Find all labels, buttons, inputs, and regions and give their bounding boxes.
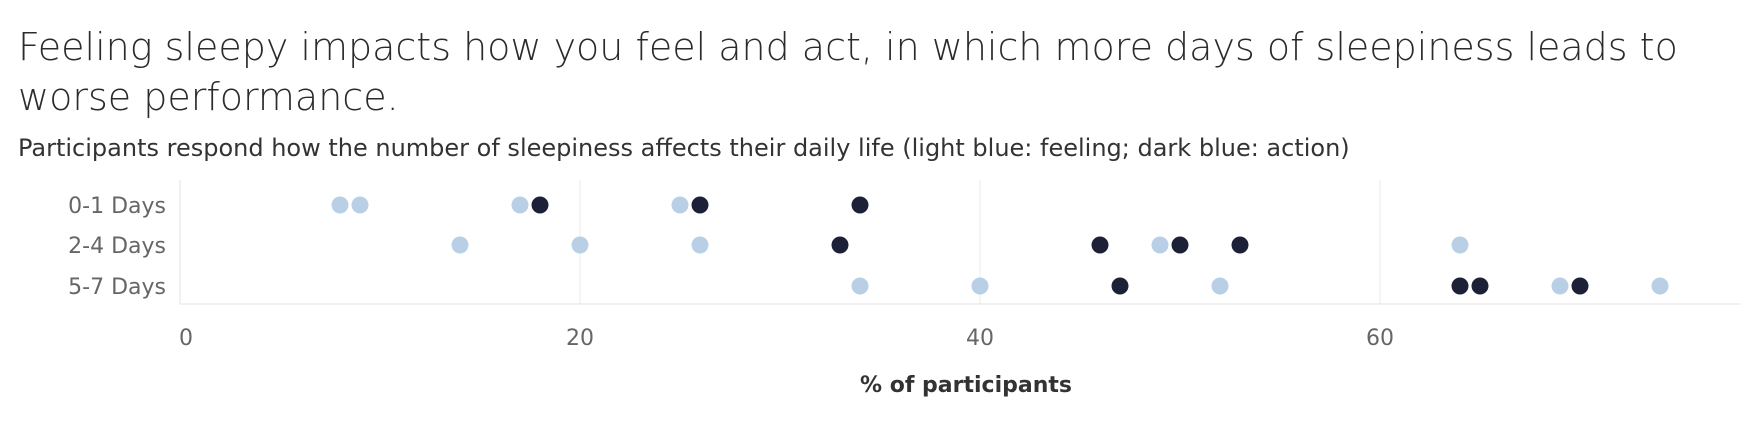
x-tick-label: 20 [566,326,594,351]
feeling-point [1651,277,1669,295]
feeling-point [511,196,529,214]
chart-subtitle: Participants respond how the number of s… [18,134,1350,162]
x-tick-label: 60 [1366,326,1394,351]
x-tick-label: 0 [179,326,193,351]
action-point [1451,277,1469,295]
action-point [1231,236,1249,254]
feeling-point [1151,236,1169,254]
x-axis-label: % of participants [860,373,1072,398]
category-label: 5-7 Days [68,275,166,300]
axes [179,180,1740,305]
feeling-point [671,196,689,214]
action-point [1111,277,1129,295]
feeling-point [971,277,989,295]
action-point [851,196,869,214]
category-label: 2-4 Days [68,234,166,259]
feeling-point [351,196,369,214]
feeling-point [1451,236,1469,254]
feeling-point [1551,277,1569,295]
action-point [831,236,849,254]
feeling-point [331,196,349,214]
feeling-point [451,236,469,254]
x-tick-label: 40 [966,326,994,351]
action-point [1471,277,1489,295]
action-point [1571,277,1589,295]
feeling-point [851,277,869,295]
action-point [1091,236,1109,254]
data-points [331,196,1669,295]
feeling-point [691,236,709,254]
action-point [1171,236,1189,254]
feeling-point [1211,277,1229,295]
chart-title: Feeling sleepy impacts how you feel and … [18,25,1678,119]
x-tick-labels: 0 20 40 60 [179,326,1394,351]
category-label: 0-1 Days [68,194,166,219]
action-point [691,196,709,214]
action-point [531,196,549,214]
feeling-point [571,236,589,254]
category-labels: 0-1 Days 2-4 Days 5-7 Days [68,194,166,300]
